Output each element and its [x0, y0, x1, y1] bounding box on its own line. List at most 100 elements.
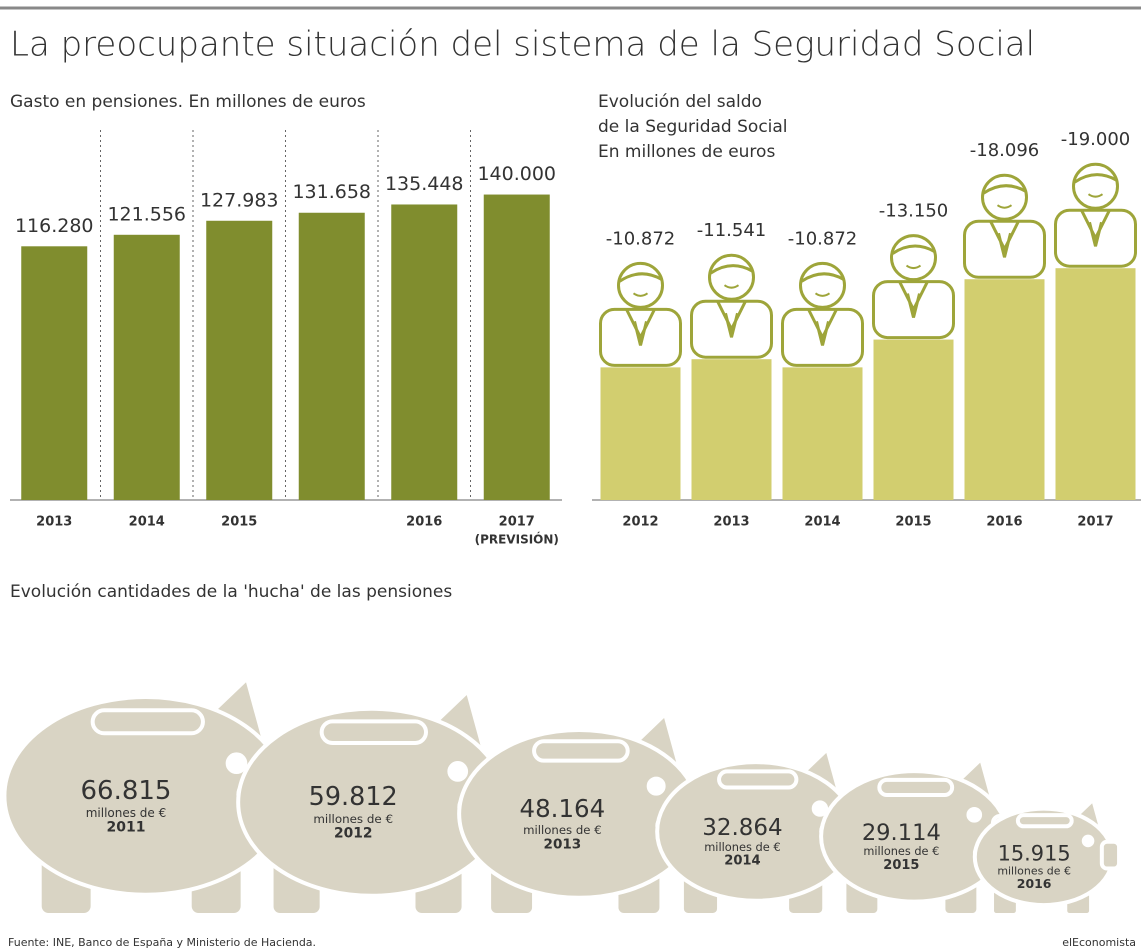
value-label: -10.872 — [788, 228, 857, 249]
bar — [964, 279, 1045, 500]
person-collar — [898, 280, 929, 318]
category-label: 2014 — [724, 853, 760, 868]
source: Fuente: INE, Banco de España y Ministeri… — [8, 936, 316, 949]
person-collar — [807, 308, 838, 346]
chart-title: Evolución cantidades de la 'hucha' de la… — [10, 582, 452, 602]
piggy-bank — [972, 795, 1122, 917]
category-label: 2012 — [334, 825, 373, 841]
pig-eye — [966, 806, 983, 823]
value-label: 15.915 — [998, 842, 1071, 866]
credit: elEconomista — [1062, 936, 1136, 949]
unit-label: millones de € — [704, 840, 780, 854]
value-label: 48.164 — [520, 794, 606, 823]
person-icon — [690, 253, 773, 359]
person-smile — [814, 292, 831, 297]
pig-eye — [1081, 834, 1095, 848]
value-label: -19.000 — [1061, 129, 1130, 150]
category-label: 2015 — [883, 858, 919, 873]
person-smile — [996, 204, 1013, 209]
pig-eye — [447, 761, 469, 782]
value-label: 121.556 — [107, 203, 186, 225]
person-collar — [989, 220, 1020, 258]
bar — [873, 339, 954, 500]
person-hair — [982, 184, 1027, 195]
bar — [113, 234, 180, 500]
x-tick-label: 2016 — [406, 515, 442, 530]
chart-title: En millones de euros — [598, 142, 775, 162]
value-label: 140.000 — [477, 163, 556, 185]
unit-label: millones de € — [86, 806, 167, 820]
piggy-bank — [2, 674, 303, 917]
x-tick-label: 2014 — [129, 515, 165, 530]
x-tick-label: 2017 — [1077, 515, 1113, 530]
value-label: 116.280 — [15, 215, 94, 237]
person-head — [1072, 162, 1119, 210]
unit-label: millones de € — [313, 812, 393, 826]
bar — [391, 204, 458, 500]
chart-title: Gasto en pensiones. En millones de euros — [10, 92, 366, 112]
value-label: 29.114 — [862, 820, 941, 846]
unit-label: millones de € — [997, 865, 1071, 878]
person-icon — [1054, 162, 1137, 268]
bar — [1055, 268, 1136, 500]
x-tick-label: 2014 — [804, 515, 840, 530]
person-smile — [723, 284, 740, 289]
annotation: (PREVISIÓN) — [475, 532, 559, 547]
pig-eye — [646, 776, 666, 796]
unit-label: millones de € — [863, 844, 939, 858]
pig-snout — [1099, 839, 1122, 871]
bar — [298, 212, 365, 500]
value-label: -10.872 — [606, 228, 675, 249]
value-label: 66.815 — [81, 776, 172, 806]
x-tick-label: 2012 — [622, 515, 658, 530]
person-icon — [963, 173, 1046, 279]
person-collar — [716, 300, 747, 338]
pig-slot — [717, 769, 799, 790]
value-label: 32.864 — [702, 815, 782, 841]
person-hair — [891, 244, 936, 255]
page-title: La preocupante situación del sistema de … — [10, 25, 1035, 65]
bar — [782, 367, 863, 500]
person-smile — [1087, 193, 1104, 198]
value-label: 127.983 — [200, 189, 279, 211]
pig-slot — [1015, 813, 1074, 829]
x-tick-label: 2017 — [499, 515, 535, 530]
person-head — [799, 261, 846, 309]
x-tick-label: 2015 — [895, 515, 931, 530]
person-hair — [709, 264, 754, 275]
person-smile — [632, 292, 649, 297]
x-tick-label: 2015 — [221, 515, 257, 530]
value-label: 59.812 — [309, 782, 398, 812]
pig-slot — [90, 708, 205, 736]
value-label: -11.541 — [697, 220, 766, 241]
bar — [206, 220, 273, 501]
person-hair — [1073, 173, 1118, 184]
value-label: -18.096 — [970, 140, 1039, 161]
bar — [21, 246, 88, 500]
category-label: 2011 — [107, 819, 146, 835]
person-head — [617, 261, 664, 309]
bar — [483, 194, 550, 500]
bar — [600, 367, 681, 500]
pig-slot — [532, 739, 630, 763]
person-head — [708, 253, 755, 301]
person-collar — [1080, 209, 1111, 247]
person-hair — [800, 272, 845, 283]
unit-label: millones de € — [523, 823, 601, 837]
person-hair — [618, 272, 663, 283]
person-icon — [872, 234, 955, 340]
pig-eye — [811, 800, 829, 817]
person-icon — [781, 261, 864, 367]
bar — [691, 359, 772, 500]
category-label: 2013 — [544, 836, 582, 852]
chart-title: de la Seguridad Social — [598, 117, 788, 137]
chart-title: Evolución del saldo — [598, 92, 762, 112]
pig-slot — [319, 719, 429, 746]
value-label: 131.658 — [292, 181, 371, 203]
piggy-bank — [236, 687, 520, 918]
value-label: 135.448 — [385, 173, 464, 195]
pig-eye — [225, 752, 248, 775]
x-tick-label: 2013 — [36, 515, 72, 530]
person-icon — [599, 261, 682, 367]
